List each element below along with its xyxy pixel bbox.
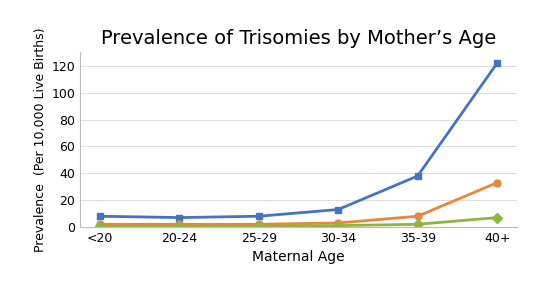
Trisomy 18 — [335, 221, 342, 225]
X-axis label: Maternal Age: Maternal Age — [252, 250, 345, 265]
Line: Down syndrome: Down syndrome — [96, 60, 500, 221]
Down syndrome — [176, 216, 182, 219]
Trisomy 13 — [494, 216, 500, 219]
Trisomy 13 — [96, 225, 103, 228]
Trisomy 18 — [494, 181, 500, 184]
Trisomy 18 — [96, 223, 103, 226]
Line: Trisomy 13: Trisomy 13 — [96, 214, 500, 230]
Title: Prevalence of Trisomies by Mother’s Age: Prevalence of Trisomies by Mother’s Age — [101, 29, 496, 48]
Trisomy 13 — [415, 223, 421, 226]
Trisomy 18 — [176, 223, 182, 226]
Down syndrome — [494, 61, 500, 65]
Trisomy 13 — [255, 225, 262, 228]
Trisomy 18 — [415, 214, 421, 218]
Trisomy 18 — [255, 223, 262, 226]
Down syndrome — [335, 208, 342, 211]
Down syndrome — [255, 214, 262, 218]
Y-axis label: Prevalence  (Per 10,000 Live Births): Prevalence (Per 10,000 Live Births) — [34, 27, 47, 252]
Down syndrome — [96, 214, 103, 218]
Down syndrome — [415, 174, 421, 178]
Line: Trisomy 18: Trisomy 18 — [96, 179, 500, 228]
Trisomy 13 — [176, 225, 182, 228]
Trisomy 13 — [335, 224, 342, 227]
